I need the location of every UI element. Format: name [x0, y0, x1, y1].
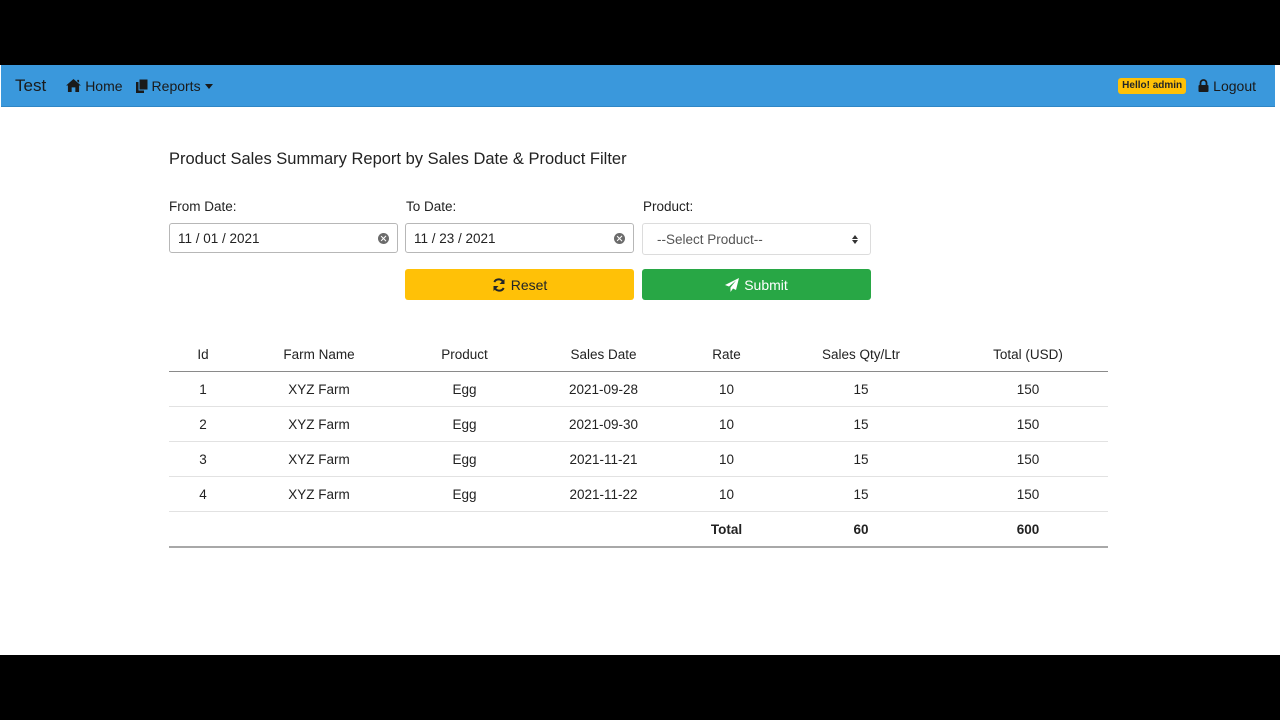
table-header-row: Id Farm Name Product Sales Date Rate Sal… — [169, 337, 1108, 372]
refresh-icon — [493, 277, 505, 292]
nav-home-link[interactable]: Home — [66, 77, 123, 94]
browser-viewport: Test Home Reports Hello! admin Logout — [0, 65, 1280, 655]
cell-sales-qty: 15 — [774, 406, 948, 442]
header-total-usd: Total (USD) — [948, 337, 1108, 372]
total-amount: 600 — [948, 511, 1108, 548]
cell-sales-date: 2021-09-30 — [528, 406, 679, 442]
header-sales-date: Sales Date — [528, 337, 679, 372]
table-row: 2 XYZ Farm Egg 2021-09-30 10 15 150 — [169, 406, 1108, 442]
cell-total: 150 — [948, 371, 1108, 407]
paper-plane-icon — [725, 277, 740, 292]
cell-product: Egg — [401, 476, 528, 512]
clear-icon[interactable] — [614, 232, 625, 244]
brand-link[interactable]: Test — [15, 75, 47, 95]
cell-rate: 10 — [679, 406, 774, 442]
header-product: Product — [401, 337, 528, 372]
cell-total: 150 — [948, 476, 1108, 512]
product-label: Product: — [643, 199, 694, 214]
reset-button[interactable]: Reset — [405, 269, 634, 300]
cell-farm-name: XYZ Farm — [237, 371, 401, 407]
cell-id: 1 — [169, 371, 237, 407]
submit-button[interactable]: Submit — [642, 269, 871, 300]
from-date-label: From Date: — [169, 199, 237, 214]
to-date-label: To Date: — [406, 199, 457, 214]
cell-sales-qty: 15 — [774, 371, 948, 407]
lock-icon — [1198, 79, 1209, 92]
cell-sales-date: 2021-11-22 — [528, 476, 679, 512]
nav-home-label: Home — [85, 77, 123, 94]
cell-product: Egg — [401, 371, 528, 407]
header-farm-name: Farm Name — [237, 337, 401, 372]
header-id: Id — [169, 337, 237, 372]
table-row: 4 XYZ Farm Egg 2021-11-22 10 15 150 — [169, 476, 1108, 512]
page-title: Product Sales Summary Report by Sales Da… — [169, 150, 627, 168]
cell-total: 150 — [948, 406, 1108, 442]
sort-updown-icon — [852, 234, 858, 244]
cell-id: 2 — [169, 406, 237, 442]
cell-product: Egg — [401, 406, 528, 442]
user-greeting-badge: Hello! admin — [1118, 77, 1187, 94]
to-date-value: 11 / 23 / 2021 — [414, 230, 496, 246]
cell-farm-name: XYZ Farm — [237, 406, 401, 442]
cell-id: 3 — [169, 441, 237, 477]
cell-sales-date: 2021-09-28 — [528, 371, 679, 407]
cell-rate: 10 — [679, 371, 774, 407]
cell-rate: 10 — [679, 476, 774, 512]
table-total-row: Total 60 600 — [169, 511, 1108, 548]
table-row: 1 XYZ Farm Egg 2021-09-28 10 15 150 — [169, 371, 1108, 407]
cell-id: 4 — [169, 476, 237, 512]
cell-sales-qty: 15 — [774, 476, 948, 512]
cell-total: 150 — [948, 441, 1108, 477]
submit-label: Submit — [744, 276, 788, 293]
from-date-input[interactable]: 11 / 01 / 2021 — [169, 223, 398, 253]
table-row: 3 XYZ Farm Egg 2021-11-21 10 15 150 — [169, 441, 1108, 477]
cell-farm-name: XYZ Farm — [237, 441, 401, 477]
cell-sales-qty: 15 — [774, 441, 948, 477]
empty-cell — [528, 511, 679, 548]
empty-cell — [169, 511, 237, 548]
cell-sales-date: 2021-11-21 — [528, 441, 679, 477]
sales-report-table: Id Farm Name Product Sales Date Rate Sal… — [169, 337, 1108, 548]
clear-icon[interactable] — [378, 232, 389, 244]
nav-reports-dropdown[interactable]: Reports — [135, 77, 213, 94]
copy-documents-icon — [135, 78, 148, 93]
cell-farm-name: XYZ Farm — [237, 476, 401, 512]
nav-reports-label: Reports — [151, 77, 201, 94]
nav-right-group: Hello! admin Logout — [1118, 77, 1256, 94]
header-sales-qty: Sales Qty/Ltr — [774, 337, 948, 372]
total-qty: 60 — [774, 511, 948, 548]
top-navbar: Test Home Reports Hello! admin Logout — [1, 65, 1275, 107]
home-icon — [66, 79, 82, 92]
cell-rate: 10 — [679, 441, 774, 477]
total-label: Total — [679, 511, 774, 548]
reset-label: Reset — [510, 276, 548, 293]
empty-cell — [401, 511, 528, 548]
logout-label: Logout — [1213, 77, 1256, 94]
product-selected-value: --Select Product-- — [657, 231, 763, 247]
cell-product: Egg — [401, 441, 528, 477]
to-date-input[interactable]: 11 / 23 / 2021 — [405, 223, 634, 253]
product-select[interactable]: --Select Product-- — [642, 223, 871, 255]
header-rate: Rate — [679, 337, 774, 372]
logout-link[interactable]: Logout — [1198, 78, 1256, 94]
empty-cell — [237, 511, 401, 548]
from-date-value: 11 / 01 / 2021 — [178, 230, 260, 246]
caret-down-icon — [204, 83, 213, 89]
